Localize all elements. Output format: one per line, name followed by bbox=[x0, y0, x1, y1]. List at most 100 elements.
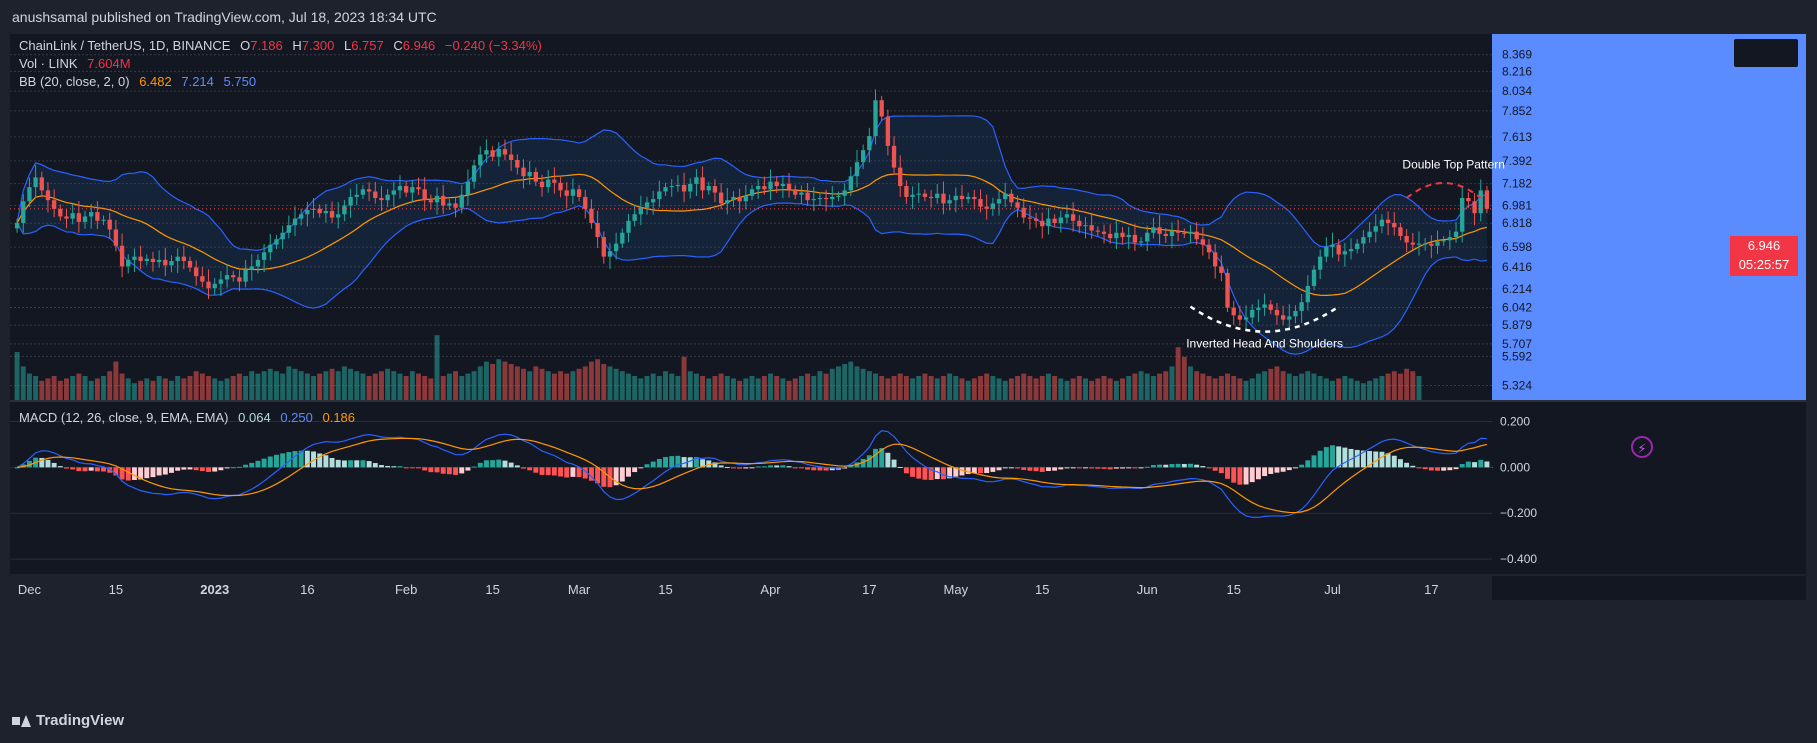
candle-body bbox=[70, 213, 75, 219]
macd-histogram-bar bbox=[243, 464, 249, 468]
volume-bar bbox=[76, 373, 82, 400]
candle-body bbox=[1324, 246, 1329, 257]
macd-histogram-bar bbox=[440, 467, 446, 474]
macd-histogram-bar bbox=[206, 467, 212, 473]
chart-frame[interactable]: 8.369 8.216 8.034 7.852 7.613 7.392 7.182 6.981… bbox=[10, 34, 1806, 700]
candle-body bbox=[434, 195, 440, 203]
macd-histogram-bar bbox=[156, 467, 162, 476]
volume-bar bbox=[687, 371, 693, 400]
candle-body bbox=[601, 237, 606, 257]
macd-histogram-bar bbox=[1107, 467, 1113, 470]
volume-bar bbox=[595, 359, 601, 400]
price-tick-label: 8.216 bbox=[1502, 64, 1532, 78]
macd-histogram-bar bbox=[273, 454, 279, 468]
volume-bar bbox=[51, 376, 57, 400]
macd-histogram-bar bbox=[471, 466, 477, 468]
macd-histogram-bar bbox=[508, 462, 514, 468]
macd-histogram-bar bbox=[434, 467, 440, 473]
macd-histogram-bar bbox=[1323, 447, 1329, 468]
price-tick-label: 6.416 bbox=[1502, 260, 1532, 274]
volume-bar bbox=[453, 371, 459, 400]
volume-bar bbox=[1342, 376, 1348, 400]
price-tick-label: 7.182 bbox=[1502, 177, 1532, 191]
volume-bar bbox=[348, 368, 354, 400]
candle-body bbox=[663, 187, 668, 192]
volume-bar bbox=[774, 376, 780, 400]
macd-histogram-bar bbox=[737, 467, 743, 469]
macd-histogram-bar bbox=[724, 467, 730, 469]
volume-bar bbox=[372, 373, 378, 400]
macd-histogram-bar bbox=[1465, 461, 1471, 468]
macd-histogram-bar bbox=[416, 467, 421, 469]
candle-body bbox=[725, 200, 730, 204]
macd-histogram-bar bbox=[175, 467, 181, 471]
volume-bar bbox=[298, 371, 304, 400]
lightning-icon[interactable]: ⚡ bbox=[1631, 436, 1653, 458]
candle-body bbox=[928, 196, 934, 198]
macd-histogram-bar bbox=[984, 467, 990, 474]
volume-bar bbox=[162, 378, 168, 400]
macd-histogram-bar bbox=[626, 467, 631, 477]
candle-body bbox=[428, 200, 434, 203]
volume-bar bbox=[1311, 373, 1317, 400]
candle-body bbox=[1163, 233, 1168, 237]
time-tick-label: 15 bbox=[109, 582, 123, 597]
macd-histogram-bar bbox=[323, 455, 329, 468]
macd-histogram-bar bbox=[978, 467, 983, 474]
macd-histogram-bar bbox=[1299, 464, 1305, 468]
price-axis-settings-button[interactable] bbox=[1733, 38, 1799, 68]
candle-body bbox=[1225, 272, 1230, 308]
macd-histogram-bar bbox=[1404, 462, 1410, 468]
volume-legend: Vol · LINK 7.604M bbox=[19, 56, 137, 71]
candle-body bbox=[799, 192, 804, 195]
volume-bar bbox=[1175, 347, 1181, 400]
candle-body bbox=[459, 194, 464, 208]
macd-histogram-bar bbox=[879, 448, 885, 468]
volume-bar bbox=[175, 376, 181, 400]
candle-body bbox=[484, 150, 489, 155]
price-tick-label: 6.042 bbox=[1502, 300, 1532, 314]
price-tick-label: 7.852 bbox=[1502, 104, 1532, 118]
volume-bar bbox=[304, 373, 310, 400]
price-chart-svg[interactable]: 8.369 8.216 8.034 7.852 7.613 7.392 7.182 6.981… bbox=[10, 34, 1806, 700]
macd-histogram-bar bbox=[842, 467, 848, 469]
macd-histogram-bar bbox=[588, 467, 594, 481]
candle-body bbox=[391, 190, 396, 195]
macd-histogram-bar bbox=[348, 460, 354, 468]
candle-body bbox=[879, 100, 884, 117]
candle-body bbox=[292, 218, 298, 226]
candle-body bbox=[626, 220, 631, 233]
macd-histogram-bar bbox=[366, 461, 372, 468]
volume-bar bbox=[218, 380, 224, 400]
tradingview-logo[interactable]: TradingView bbox=[12, 712, 124, 729]
macd-signal-value: 0.186 bbox=[322, 410, 356, 425]
candle-body bbox=[156, 259, 162, 263]
volume-bar bbox=[496, 359, 502, 400]
macd-histogram-bar bbox=[446, 467, 452, 475]
candle-body bbox=[490, 150, 495, 157]
macd-histogram-bar bbox=[1292, 467, 1298, 469]
macd-histogram-bar bbox=[1243, 467, 1249, 485]
volume-bar bbox=[341, 366, 347, 400]
time-tick-label: 2023 bbox=[200, 582, 229, 597]
volume-bar bbox=[20, 366, 26, 400]
candle-body bbox=[1404, 236, 1409, 243]
macd-histogram-bar bbox=[848, 465, 854, 468]
candle-body bbox=[1070, 214, 1076, 221]
macd-histogram-bar bbox=[1305, 460, 1311, 468]
candle-body bbox=[817, 197, 823, 200]
bb-upper-line bbox=[16, 115, 1488, 251]
macd-histogram-bar bbox=[558, 467, 564, 477]
volume-bar bbox=[45, 378, 51, 400]
bb-label: BB (20, close, 2, 0) bbox=[19, 74, 130, 89]
candle-body bbox=[422, 189, 427, 201]
price-tick-label: 5.324 bbox=[1502, 378, 1532, 392]
candle-body bbox=[187, 260, 193, 268]
volume-bar bbox=[959, 378, 965, 400]
macd-histogram-bar bbox=[459, 467, 465, 474]
candle-body bbox=[1416, 243, 1422, 245]
macd-histogram-bar bbox=[687, 457, 693, 468]
volume-bar bbox=[897, 373, 903, 400]
candle-body bbox=[360, 189, 366, 195]
candle-body bbox=[830, 196, 835, 200]
